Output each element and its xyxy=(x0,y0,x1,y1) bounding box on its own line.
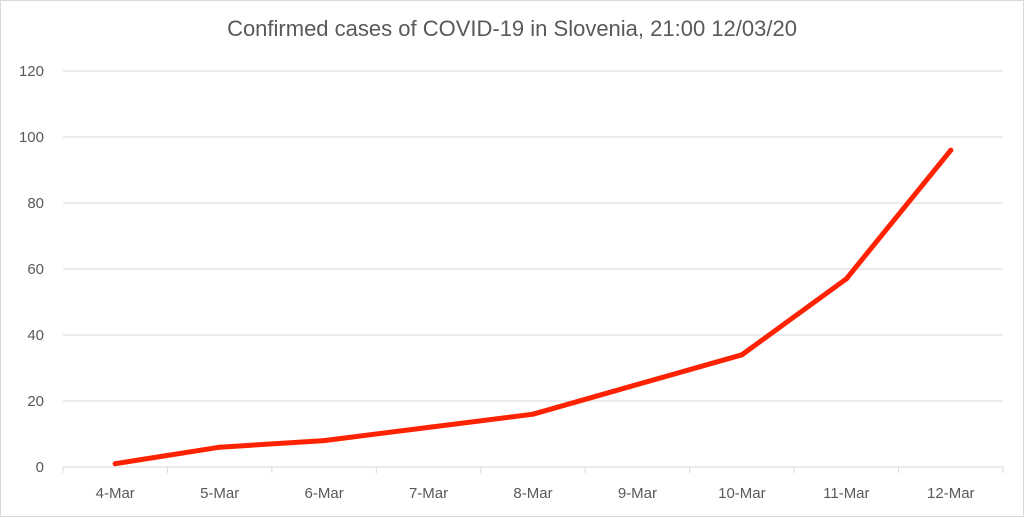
data-point xyxy=(843,276,849,282)
x-axis xyxy=(62,466,1004,473)
x-tick-label: 10-Mar xyxy=(718,485,766,502)
y-tick-label: 80 xyxy=(27,195,44,212)
y-tick-label: 100 xyxy=(19,129,44,146)
y-tick-label: 0 xyxy=(36,459,44,476)
data-point xyxy=(530,411,536,417)
gridlines xyxy=(63,70,1003,402)
data-point xyxy=(634,382,640,387)
y-tick-label: 60 xyxy=(27,261,44,278)
data-point xyxy=(426,424,432,430)
x-tick-label: 7-Mar xyxy=(409,485,448,502)
x-tick-label: 6-Mar xyxy=(305,485,344,502)
x-axis-tick-labels: 4-Mar 5-Mar 6-Mar 7-Mar 8-Mar 9-Mar 10-Mar 11-M… xyxy=(96,485,975,502)
x-tick-label: 8-Mar xyxy=(513,485,552,502)
y-axis-tick-labels: 0 20 40 60 80 100 120 xyxy=(19,63,44,476)
series-layer xyxy=(112,147,954,467)
data-point xyxy=(112,461,118,467)
x-tick-label: 11-Mar xyxy=(823,485,869,502)
data-point xyxy=(948,147,954,153)
y-tick-label: 40 xyxy=(27,327,44,344)
x-tick-label: 4-Mar xyxy=(96,485,135,502)
x-tick-label: 5-Mar xyxy=(200,485,239,502)
x-tick-label: 9-Mar xyxy=(618,485,657,502)
data-point xyxy=(321,438,327,444)
y-tick-label: 120 xyxy=(19,63,44,80)
y-tick-label: 20 xyxy=(27,393,44,410)
x-tick-label: 12-Mar xyxy=(927,485,975,502)
chart-title: Confirmed cases of COVID-19 in Slovenia,… xyxy=(227,16,797,41)
data-point xyxy=(217,444,223,450)
data-point xyxy=(739,352,745,358)
